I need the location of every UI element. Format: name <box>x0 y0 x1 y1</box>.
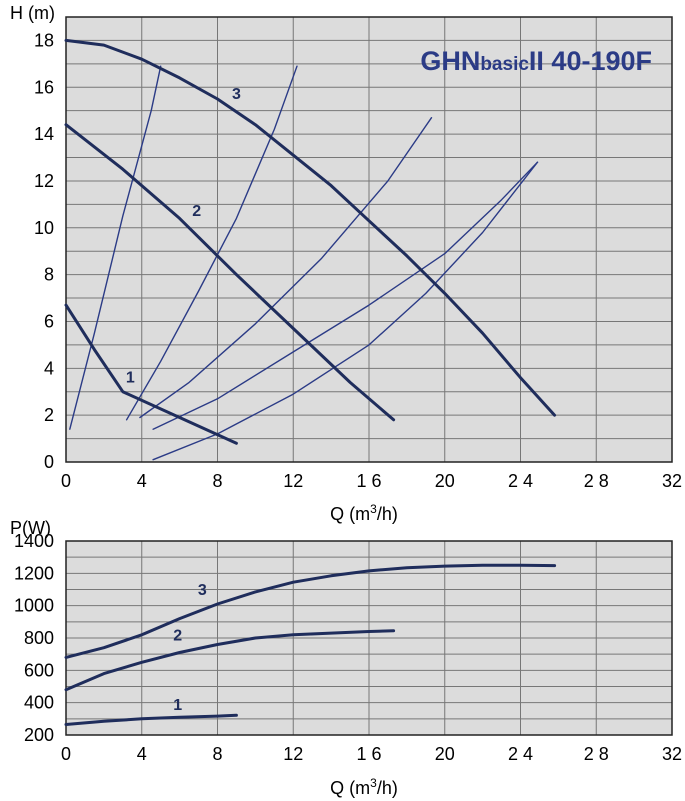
head-plot-frame <box>65 16 673 463</box>
head-curve-label-2: 2 <box>192 203 201 220</box>
power-y-tick-label: 400 <box>24 693 54 713</box>
head-curve-label-1: 1 <box>126 369 135 386</box>
power-x-tick-label: 8 <box>212 744 222 764</box>
head-y-tick-label: 10 <box>34 218 54 238</box>
power-curve-speed-3 <box>64 563 557 659</box>
power-plot-frame <box>65 540 673 736</box>
power-x-tick-label: 2 8 <box>584 744 609 764</box>
head-x-tick-label: 20 <box>435 471 455 491</box>
power-x-tick-label: 4 <box>137 744 147 764</box>
power-curve-label-3: 3 <box>198 582 207 599</box>
head-y-tick-label: 14 <box>34 124 54 144</box>
head-x-axis-label: Q (m3/h) <box>330 502 398 524</box>
power-x-tick-label: 20 <box>435 744 455 764</box>
head-x-tick-label: 1 6 <box>356 471 381 491</box>
head-x-tick-label: 12 <box>283 471 303 491</box>
head-curve-label-3: 3 <box>232 86 241 103</box>
power-curve-speed-2 <box>64 629 396 692</box>
power-y-axis-label: P(W) <box>10 518 51 538</box>
power-y-tick-label: 1000 <box>14 596 54 616</box>
head-x-tick-label: 4 <box>137 471 147 491</box>
head-x-tick-label: 0 <box>61 471 71 491</box>
head-y-tick-label: 8 <box>44 265 54 285</box>
head-y-tick-label: 6 <box>44 311 54 331</box>
power-y-tick-label: 800 <box>24 628 54 648</box>
power-x-tick-label: 2 4 <box>508 744 533 764</box>
head-y-tick-label: 2 <box>44 405 54 425</box>
power-y-tick-label: 1400 <box>14 531 54 551</box>
head-y-tick-label: 18 <box>34 30 54 50</box>
head-x-tick-label: 32 <box>662 471 682 491</box>
power-y-tick-label: 1200 <box>14 563 54 583</box>
head-y-axis-label: H (m) <box>10 3 55 23</box>
head-curve-speed-2 <box>64 123 396 422</box>
power-x-tick-label: 0 <box>61 744 71 764</box>
power-x-tick-label: 12 <box>283 744 303 764</box>
head-x-tick-label: 2 8 <box>584 471 609 491</box>
power-curve-label-1: 1 <box>173 697 182 714</box>
head-system-curve-3 <box>139 117 433 419</box>
head-x-tick-label: 2 4 <box>508 471 533 491</box>
power-x-tick-label: 1 6 <box>356 744 381 764</box>
head-y-tick-label: 16 <box>34 77 54 97</box>
power-curve-speed-1 <box>64 713 238 726</box>
power-curve-label-2: 2 <box>173 627 182 644</box>
head-curve-speed-1 <box>64 303 238 445</box>
head-y-tick-label: 12 <box>34 171 54 191</box>
head-curve-speed-3 <box>64 38 557 417</box>
power-y-tick-label: 200 <box>24 725 54 745</box>
head-system-curve-4 <box>152 161 539 430</box>
power-x-tick-label: 32 <box>662 744 682 764</box>
head-chart-title: GHNbasicII 40-190F <box>420 46 652 76</box>
power-y-tick-label: 600 <box>24 660 54 680</box>
head-system-curve-1 <box>69 65 162 430</box>
head-y-tick-label: 4 <box>44 358 54 378</box>
head-x-tick-label: 8 <box>212 471 222 491</box>
power-x-axis-label: Q (m3/h) <box>330 776 398 798</box>
head-y-tick-label: 0 <box>44 452 54 472</box>
